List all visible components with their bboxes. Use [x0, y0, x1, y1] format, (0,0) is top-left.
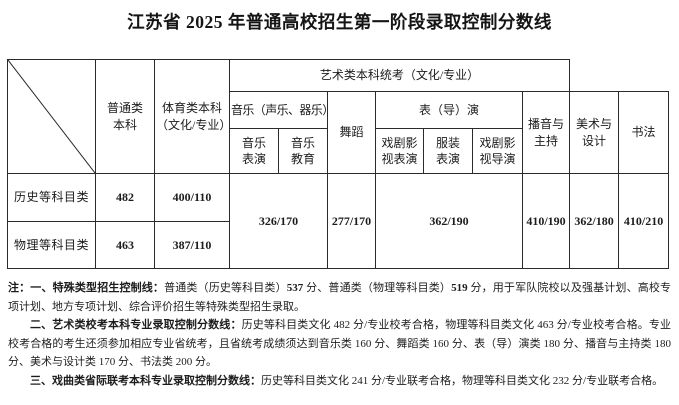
corner-diagonal-cell — [7, 59, 96, 174]
calligraphy-score: 410/210 — [618, 173, 670, 269]
note-paragraph: 三、戏曲类省际联考本科专业录取控制分数线：历史等科目类文化 241 分/专业联考… — [8, 372, 671, 391]
history-row-label: 历史等科目类 — [7, 173, 96, 222]
header-perform-group: 表（导）演 — [375, 91, 523, 129]
header-sports-undergrad: 体育类本科 （文化/专业） — [154, 59, 231, 174]
header-drama-perform: 戏剧影 视表演 — [375, 128, 424, 174]
note-text: 分、普通类（物理等科目类） — [303, 282, 452, 294]
header-music-perform: 音乐 表演 — [229, 128, 279, 174]
score-table: 普通类 本科 体育类本科 （文化/专业） 艺术类本科统考（文化/专业） 音乐（声… — [7, 59, 670, 269]
note-text: 分，用于军队院校以及强基计划、高校专项计划、地方专项计划、综合评价招生等特殊类型… — [8, 282, 672, 313]
note-bold-text: 注：一、特殊类型招生控制线： — [8, 282, 165, 294]
history-sports-score: 400/110 — [154, 173, 230, 222]
note-bold-text: 537 — [286, 282, 304, 294]
header-regular-undergrad: 普通类 本科 — [95, 59, 155, 174]
header-row-2: 音乐（声乐、器乐） 舞蹈 表（导）演 播音与 主持 美术与 设计 书法 — [8, 91, 670, 174]
header-calligraphy: 书法 — [618, 91, 670, 174]
notes-section: 注：一、特殊类型招生控制线：普通类（历史等科目类）537 分、普通类（物理等科目… — [8, 279, 671, 391]
header-row-1: 普通类 本科 体育类本科 （文化/专业） 艺术类本科统考（文化/专业） — [7, 59, 669, 174]
note-text: 历史等科目类文化 241 分/专业联考合格，物理等科目类文化 232 分/专业联… — [261, 374, 664, 387]
header-music-education: 音乐 教育 — [278, 128, 328, 174]
header-art-design: 美术与 设计 — [569, 91, 620, 174]
diagonal-line — [8, 60, 95, 173]
note-paragraph: 注：一、特殊类型招生控制线：普通类（历史等科目类）537 分、普通类（物理等科目… — [8, 279, 671, 316]
header-broadcast-host: 播音与 主持 — [521, 91, 571, 174]
physics-sports-score: 387/110 — [154, 221, 230, 269]
history-regular-score: 482 — [95, 173, 155, 222]
physics-row: 物理等科目类 463 387/110 — [7, 221, 669, 269]
history-row: 历史等科目类 482 400/110 326/170 277/170 362/1… — [7, 173, 670, 269]
note-text: 普通类（历史等科目类） — [164, 282, 287, 294]
page-title: 江苏省 2025 年普通高校招生第一阶段录取控制分数线 — [127, 12, 552, 32]
header-art-group: 艺术类本科统考（文化/专业） — [228, 59, 571, 92]
header-row-3: 音乐 表演 音乐 教育 戏剧影 视表演 服装 表演 戏剧影 视导演 — [8, 128, 669, 174]
perform-score: 362/190 — [375, 173, 523, 269]
broadcast-host-score: 410/190 — [521, 173, 571, 269]
note-text: 历史等科目类文化 482 分/专业校考合格，物理等科目类文化 463 分/专业校… — [8, 319, 671, 369]
header-dance: 舞蹈 — [327, 91, 376, 174]
header-fashion-perform: 服装 表演 — [423, 128, 473, 174]
header-drama-direct: 戏剧影 视导演 — [472, 128, 523, 174]
note-bold-text: 二、艺术类校考本科专业录取控制分数线： — [30, 319, 242, 332]
header-music-group: 音乐（声乐、器乐） — [229, 91, 334, 129]
note-bold-text: 三、戏曲类省际联考本科专业录取控制分数线： — [30, 374, 261, 387]
music-score: 326/170 — [229, 173, 328, 269]
note-paragraph: 二、艺术类校考本科专业录取控制分数线：历史等科目类文化 482 分/专业校考合格… — [8, 316, 671, 372]
physics-regular-score: 463 — [95, 221, 155, 269]
art-design-score: 362/180 — [569, 173, 620, 269]
note-bold-text: 519 — [451, 282, 468, 294]
dance-score: 277/170 — [327, 173, 376, 269]
physics-row-label: 物理等科目类 — [7, 221, 96, 269]
